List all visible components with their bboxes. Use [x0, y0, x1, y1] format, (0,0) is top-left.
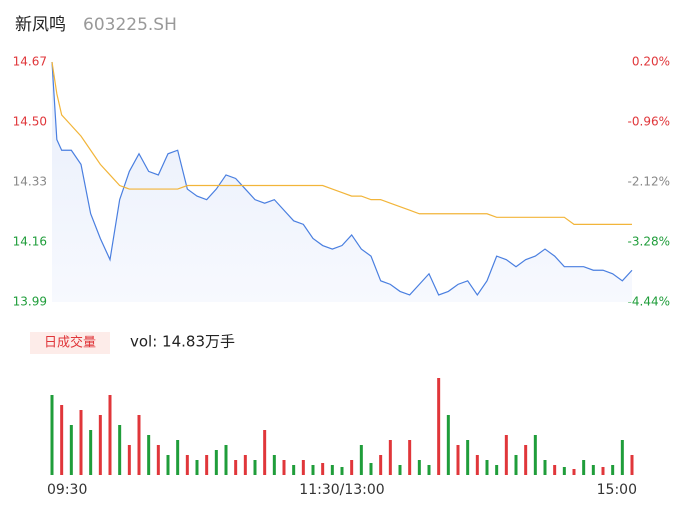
volume-bar [379, 455, 383, 475]
stock-name: 新凤鸣 [15, 15, 66, 35]
y2-tick-label: -2.12% [628, 175, 670, 189]
volume-bar [214, 450, 218, 475]
volume-bar [466, 440, 470, 475]
volume-bar [60, 405, 64, 475]
volume-bar [195, 460, 199, 475]
volume-bar [437, 378, 441, 475]
volume-bar [427, 465, 431, 475]
volume-bar [118, 425, 122, 475]
volume-bar [369, 463, 373, 475]
volume-bar [224, 445, 228, 475]
volume-bar [156, 445, 160, 475]
volume-bar [205, 455, 209, 475]
volume-bar [330, 465, 334, 475]
y2-tick-label: -4.44% [628, 295, 670, 309]
x-tick-label: 15:00 [597, 482, 637, 498]
volume-bar [514, 455, 518, 475]
volume-bar [253, 460, 257, 475]
volume-bar [263, 430, 267, 475]
volume-bar [533, 435, 537, 475]
y-tick-label: 14.50 [13, 115, 47, 129]
volume-bar [311, 465, 315, 475]
volume-bar [147, 435, 151, 475]
y-tick-label: 14.16 [13, 235, 47, 249]
volume-bar [504, 435, 508, 475]
volume-bar [89, 430, 93, 475]
volume-tag: 日成交量 [44, 335, 96, 351]
price-area [52, 62, 632, 302]
volume-bar [272, 455, 276, 475]
volume-bar [611, 465, 615, 475]
volume-bar [292, 465, 296, 475]
volume-bar [495, 465, 499, 475]
y-tick-label: 14.33 [13, 175, 47, 189]
volume-text: vol: 14.83万手 [130, 333, 235, 351]
volume-bar [620, 440, 624, 475]
volume-bar [524, 445, 528, 475]
volume-bar [350, 460, 354, 475]
y-tick-label: 13.99 [13, 295, 47, 309]
volume-bar [234, 460, 238, 475]
volume-bar [408, 440, 412, 475]
x-tick-label: 09:30 [47, 482, 87, 498]
volume-bar [553, 465, 557, 475]
volume-bar [398, 465, 402, 475]
volume-bar [340, 467, 344, 475]
volume-bar [475, 455, 479, 475]
y2-tick-label: 0.20% [632, 55, 670, 69]
volume-bar [572, 469, 576, 475]
volume-bar [456, 445, 460, 475]
volume-bar [591, 465, 595, 475]
price-line [51, 61, 633, 297]
average-line [51, 61, 632, 225]
volume-bar [582, 460, 586, 475]
volume-bar [185, 455, 189, 475]
x-tick-label: 11:30/13:00 [299, 482, 384, 498]
volume-bar [243, 455, 247, 475]
volume-bar [108, 395, 112, 475]
volume-bar [359, 445, 363, 475]
volume-bar [321, 463, 325, 475]
volume-bar [166, 455, 170, 475]
volume-bar [301, 460, 305, 475]
volume-bar [282, 460, 286, 475]
volume-bar [127, 445, 131, 475]
volume-bar [630, 455, 634, 475]
volume-bar [137, 415, 141, 475]
volume-bar [176, 440, 180, 475]
volume-bar [543, 460, 547, 475]
volume-bar [388, 440, 392, 475]
volume-tag-bg [30, 332, 110, 354]
volume-bar [601, 467, 605, 475]
y-tick-label: 14.67 [13, 55, 47, 69]
volume-bar [98, 415, 102, 475]
y2-tick-label: -3.28% [628, 235, 670, 249]
stock-code: 603225.SH [83, 15, 177, 35]
y2-tick-label: -0.96% [628, 115, 670, 129]
volume-bar [446, 415, 450, 475]
volume-bar [79, 410, 83, 475]
volume-bar [69, 425, 73, 475]
volume-bar [417, 460, 421, 475]
volume-bar [562, 467, 566, 475]
volume-bar [485, 460, 489, 475]
volume-bar [50, 395, 54, 475]
